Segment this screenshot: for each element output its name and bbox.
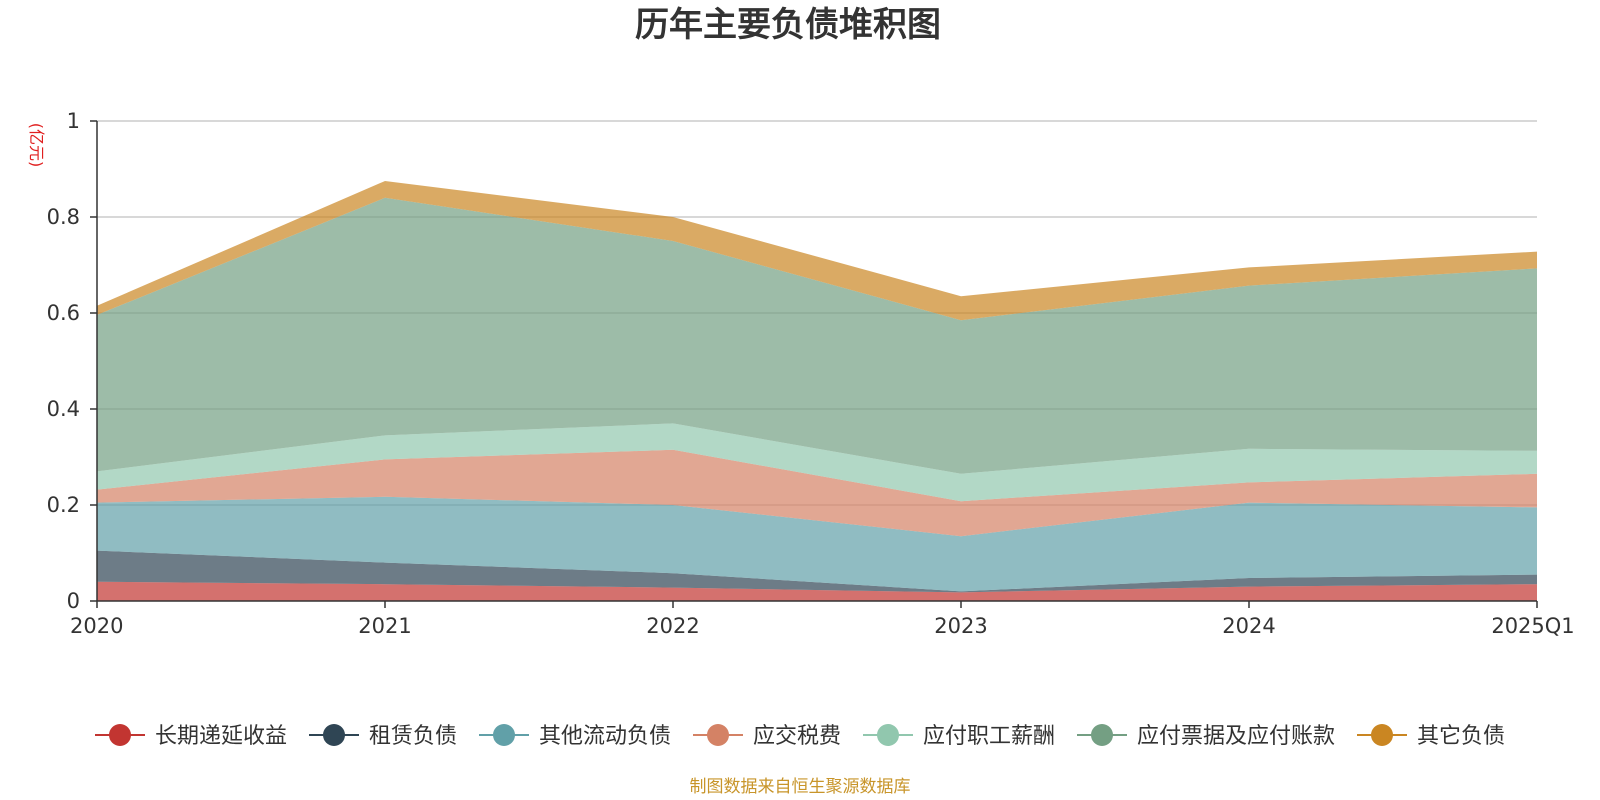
data-source-note: 制图数据来自恒生聚源数据库 — [690, 777, 911, 797]
x-tick-label: 2025Q1 — [1491, 614, 1574, 638]
area-2 — [97, 550, 1537, 593]
area-1 — [97, 581, 1537, 601]
legend-item[interactable]: 应付票据及应付账款 — [1077, 724, 1335, 749]
area-5 — [97, 423, 1537, 502]
area-7 — [97, 181, 1537, 321]
axes: 0 0.2 0.4 0.6 0.8 1 2020 2021 2022 2023 2024 2025Q1 — [47, 109, 1575, 638]
y-tick-label: 0 — [67, 589, 80, 613]
legend-label: 其他流动负债 — [539, 724, 671, 749]
legend-label: 租赁负债 — [369, 724, 457, 749]
legend-dot-marker — [493, 724, 515, 746]
y-tick-label: 0.8 — [47, 205, 80, 229]
chart-title: 历年主要负债堆积图 — [635, 5, 941, 45]
x-tick-label: 2024 — [1222, 614, 1275, 638]
y-tick-label: 0.4 — [47, 397, 80, 421]
legend-dot-marker — [109, 724, 131, 746]
area-3 — [97, 496, 1537, 592]
x-tick-label: 2021 — [358, 614, 411, 638]
x-tick-label: 2020 — [70, 614, 123, 638]
legend-dot-marker — [707, 724, 729, 746]
legend-item[interactable]: 长期递延收益 — [95, 724, 287, 749]
legend-item[interactable]: 租赁负债 — [309, 724, 457, 749]
legend[interactable]: 长期递延收益 租赁负债 其他流动负债 应交税费 应付职工薪酬 应付票据及应付账款 其它负债 — [95, 724, 1505, 749]
y-tick-label: 0.6 — [47, 301, 80, 325]
legend-dot-marker — [1091, 724, 1113, 746]
y-axis-unit: (亿元) — [27, 123, 46, 168]
area-6 — [97, 197, 1537, 474]
legend-item[interactable]: 应付职工薪酬 — [863, 724, 1055, 749]
legend-label: 应付票据及应付账款 — [1137, 724, 1335, 749]
series-areas — [97, 181, 1537, 601]
legend-dot-marker — [323, 724, 345, 746]
y-tick-label: 1 — [67, 109, 80, 133]
legend-item[interactable]: 应交税费 — [693, 724, 841, 749]
legend-item[interactable]: 其它负债 — [1357, 724, 1505, 749]
x-tick-label: 2023 — [934, 614, 987, 638]
legend-label: 长期递延收益 — [155, 724, 287, 749]
legend-label: 其它负债 — [1417, 724, 1505, 749]
legend-label: 应付职工薪酬 — [923, 724, 1055, 749]
legend-dot-marker — [1371, 724, 1393, 746]
legend-label: 应交税费 — [753, 724, 841, 749]
x-tick-label: 2022 — [646, 614, 699, 638]
legend-item[interactable]: 其他流动负债 — [479, 724, 671, 749]
area-4 — [97, 449, 1537, 537]
legend-dot-marker — [877, 724, 899, 746]
y-tick-label: 0.2 — [47, 493, 80, 517]
